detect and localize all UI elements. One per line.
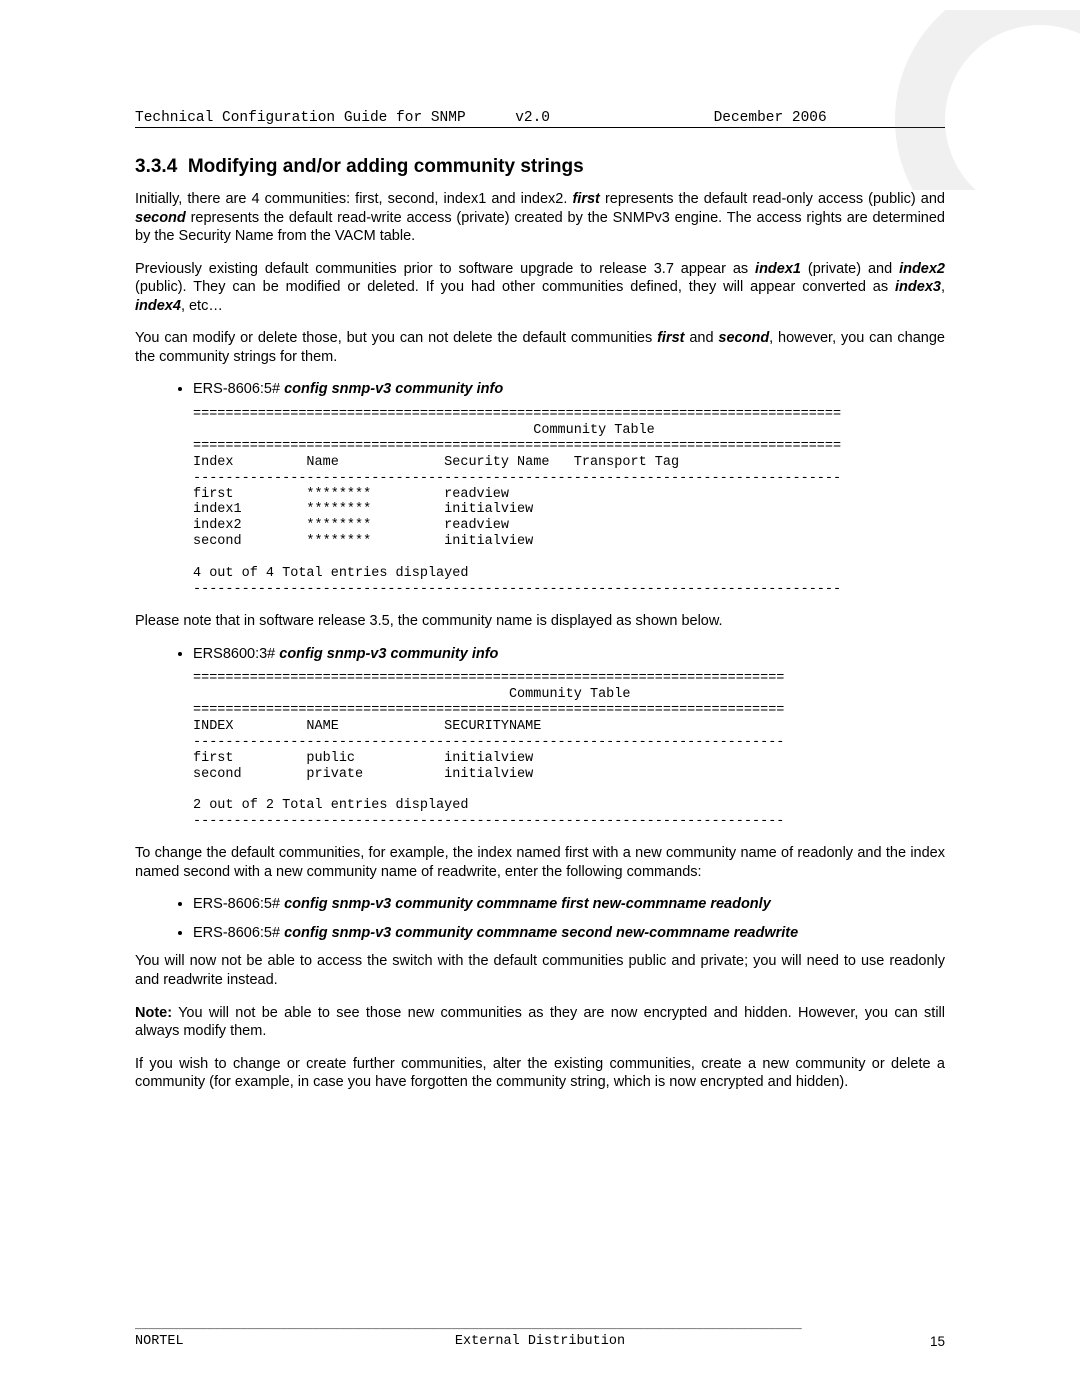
paragraph-8: If you wish to change or create further … [135, 1055, 945, 1092]
header-date: December 2006 [714, 110, 945, 126]
note-label: Note: [135, 1005, 172, 1021]
command-list-1: ERS-8606:5# config snmp-v3 community inf… [135, 380, 945, 399]
section-title: Modifying and/or adding community string… [188, 156, 584, 177]
section-number: 3.3.4 [135, 156, 177, 177]
terminal-output-2: ========================================… [193, 671, 945, 830]
page-footer: ________________________________________… [135, 1320, 945, 1349]
paragraph-6: You will now not be able to access the s… [135, 952, 945, 989]
footer-mid: External Distribution [405, 1334, 675, 1349]
document-page: Technical Configuration Guide for SNMP v… [0, 0, 1080, 1397]
footer-line: NORTEL External Distribution 15 [135, 1334, 945, 1349]
paragraph-4: Please note that in software release 3.5… [135, 612, 945, 631]
header-version: v2.0 [515, 110, 713, 126]
command-item-3: ERS-8606:5# config snmp-v3 community com… [193, 895, 945, 914]
page-header: Technical Configuration Guide for SNMP v… [135, 110, 945, 128]
header-title: Technical Configuration Guide for SNMP [135, 110, 515, 126]
paragraph-5: To change the default communities, for e… [135, 844, 945, 881]
footer-left: NORTEL [135, 1334, 405, 1349]
command-item-4: ERS-8606:5# config snmp-v3 community com… [193, 924, 945, 943]
footer-page: 15 [675, 1334, 945, 1349]
command-item-2: ERS8600:3# config snmp-v3 community info [193, 645, 945, 664]
command-list-3: ERS-8606:5# config snmp-v3 community com… [135, 895, 945, 942]
footer-rule: ________________________________________… [135, 1320, 945, 1332]
paragraph-2: Previously existing default communities … [135, 260, 945, 316]
section-heading: 3.3.4 Modifying and/or adding community … [135, 156, 945, 178]
paragraph-3: You can modify or delete those, but you … [135, 329, 945, 366]
paragraph-note: Note: You will not be able to see those … [135, 1004, 945, 1041]
paragraph-1: Initially, there are 4 communities: firs… [135, 190, 945, 246]
command-item-1: ERS-8606:5# config snmp-v3 community inf… [193, 380, 945, 399]
terminal-output-1: ========================================… [193, 407, 945, 598]
command-list-2: ERS8600:3# config snmp-v3 community info [135, 645, 945, 664]
